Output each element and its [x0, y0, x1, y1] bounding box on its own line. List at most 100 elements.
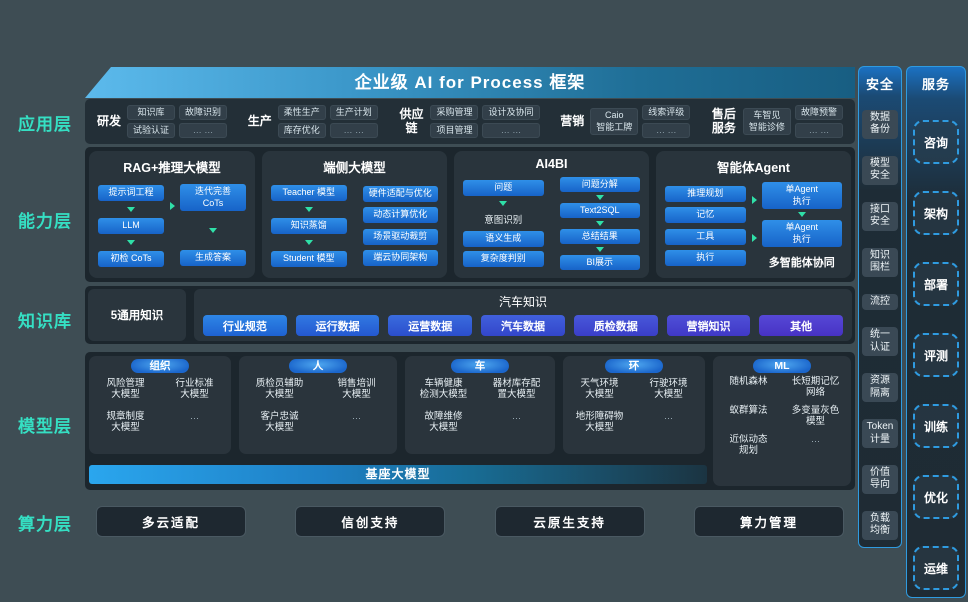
- flow-chip: 动态计算优化: [362, 207, 438, 224]
- arrow-down-icon: [797, 212, 806, 218]
- arrow-down-icon: [304, 207, 313, 212]
- security-item: 模型 安全: [862, 155, 898, 185]
- box-title: AI4BI: [535, 157, 568, 171]
- knowledge-band: 5通用知识 汽车知识 行业规范 运行数据 运营数据 汽车数据 质检数据 营销知识…: [85, 286, 855, 344]
- model-item-more: …: [351, 410, 362, 422]
- model-item-more: …: [663, 410, 674, 422]
- compute-button: 算力管理: [693, 506, 844, 537]
- app-chip: 设计及协同: [482, 104, 540, 120]
- app-chip-more: … …: [482, 123, 540, 139]
- model-group-vehicle: 车 车辆健康 检测大模型 器材库存配 置大模型 故障维修 大模型 …: [405, 356, 555, 454]
- security-item: 流控: [862, 293, 898, 311]
- auto-knowledge-box: 汽车知识 行业规范 运行数据 运营数据 汽车数据 质检数据 营销知识 其他: [194, 289, 852, 341]
- group-pill: 人: [289, 359, 347, 373]
- flow-chip: 工具: [665, 228, 746, 245]
- app-chip: 知识库: [127, 104, 176, 120]
- flow-chip: Student 模型: [271, 251, 347, 267]
- compute-button: 云原生支持: [494, 506, 645, 537]
- model-band: 组织 风险管理 大模型 行业标准 大模型 规章制度 大模型 … 人 质检员辅助 …: [85, 352, 855, 490]
- arrow-down-icon: [595, 247, 604, 252]
- flow-chip: 单Agent 执行: [761, 181, 842, 210]
- model-item: 天气环境 大模型: [580, 378, 619, 401]
- arrow-down-icon: [595, 195, 604, 200]
- agent-box: 智能体Agent 推理规划 记忆 工具 执行 单Agent 执行 单Agent …: [656, 151, 851, 278]
- capability-band: RAG+推理大模型 提示词工程 LLM 初检 CoTs 迭代完善 CoTs 生成…: [85, 147, 855, 282]
- compute-button: 信创支持: [295, 506, 446, 537]
- model-group-ml: ML 随机森林 长短期记忆 网络 蚁群算法 多变量灰色 模型 近似动态 规划 …: [713, 356, 851, 486]
- compute-band: 多云适配 信创支持 云原生支持 算力管理: [85, 506, 855, 537]
- service-item: 运维: [913, 546, 959, 590]
- knowledge-chip: 其他: [759, 315, 844, 336]
- app-chip: 库存优化: [277, 123, 326, 139]
- arrow-right-icon: [751, 234, 757, 242]
- knowledge-chip: 汽车数据: [481, 315, 565, 336]
- app-chip-more: … …: [642, 123, 691, 139]
- base-model-banner: 基座大模型: [89, 465, 707, 484]
- box-title: RAG+推理大模型: [123, 161, 221, 175]
- knowledge-chip: 营销知识: [666, 315, 751, 336]
- flow-chip: 复杂度判别: [463, 251, 544, 268]
- model-item: 客户忠诚 大模型: [260, 410, 299, 434]
- security-item: 数据 备份: [862, 109, 898, 139]
- group-pill: 环: [605, 359, 663, 373]
- model-item: 质检员辅助 大模型: [255, 378, 304, 401]
- model-item: 近似动态 规划: [729, 433, 768, 456]
- framework-title-banner: 企业级 AI for Process 框架: [85, 67, 855, 98]
- service-item: 评测: [913, 333, 959, 377]
- flow-chip: 语义生成: [463, 230, 544, 247]
- arrow-down-icon: [499, 201, 508, 207]
- app-group-label: 生产: [247, 113, 272, 128]
- model-group-organization: 组织 风险管理 大模型 行业标准 大模型 规章制度 大模型 …: [89, 356, 231, 454]
- arrow-right-icon: [170, 202, 175, 210]
- knowledge-chip: 运行数据: [295, 315, 380, 336]
- flow-chip: Text2SQL: [559, 202, 640, 219]
- app-chip: 线索评级: [642, 104, 691, 120]
- flow-chip: 生成答案: [180, 250, 246, 266]
- flow-chip: 记忆: [665, 207, 746, 224]
- flow-chip: 硬件适配与优化: [362, 185, 438, 202]
- security-item: 知识 围栏: [862, 247, 898, 277]
- arrow-down-icon: [304, 240, 313, 245]
- arrow-down-icon: [595, 221, 604, 226]
- model-item-more: …: [511, 410, 522, 422]
- flow-chip: Teacher 模型: [271, 185, 347, 201]
- service-item: 架构: [913, 191, 959, 235]
- model-item: 器材库存配 置大模型: [492, 378, 541, 401]
- app-chip: 故障识别: [179, 104, 228, 120]
- capability-layer-label: 能力层: [18, 212, 72, 231]
- flow-chip: 迭代完善 CoTs: [180, 184, 246, 212]
- model-item: 行驶环境 大模型: [649, 378, 688, 401]
- flow-chip: BI展示: [559, 254, 640, 271]
- security-item: 资源 隔离: [862, 373, 898, 403]
- knowledge-chip: 质检数据: [573, 315, 658, 336]
- flow-chip: 场景驱动裁剪: [362, 228, 438, 245]
- model-group-environment: 环 天气环境 大模型 行驶环境 大模型 地形障碍物 大模型 …: [563, 356, 705, 454]
- flow-chip: 问题: [463, 179, 544, 196]
- model-item-more: …: [810, 433, 821, 445]
- flow-chip: 问题分解: [559, 176, 640, 193]
- arrow-down-icon: [127, 240, 135, 245]
- model-item: 多变量灰色 模型: [791, 404, 840, 428]
- model-item: 随机森林: [729, 376, 768, 387]
- app-group-label: 售后服务: [711, 106, 736, 135]
- flow-chip: 单Agent 执行: [761, 219, 842, 248]
- model-item: 蚁群算法: [729, 404, 768, 416]
- knowledge-chip: 运营数据: [388, 315, 473, 336]
- application-band: 研发 知识库 试验认证 故障识别 … … 生产 柔性生产 库存优化 生产计划 ……: [85, 99, 855, 144]
- app-group-label: 营销: [560, 113, 585, 128]
- flow-chip: 初检 CoTs: [98, 251, 164, 267]
- security-item: 负载 均衡: [862, 510, 898, 540]
- app-chip: 采购管理: [430, 104, 479, 120]
- group-pill: 车: [451, 359, 509, 373]
- flow-chip: 总结结果: [559, 228, 640, 245]
- security-item: Token 计量: [862, 419, 898, 448]
- edge-model-box: 端侧大模型 Teacher 模型 知识蒸馏 Student 模型 硬件适配与优化…: [262, 151, 447, 278]
- app-chip: 故障预警: [794, 104, 843, 120]
- multi-agent-caption: 多智能体协同: [768, 257, 835, 270]
- flow-chip: 端云协同架构: [362, 250, 438, 267]
- arrow-right-icon: [751, 196, 757, 204]
- model-item: 车辆健康 检测大模型: [419, 378, 468, 401]
- app-chip-more: … …: [179, 123, 228, 139]
- flow-chip: 知识蒸馏: [271, 218, 347, 234]
- app-chip: 车智见 智能诊修: [742, 108, 791, 135]
